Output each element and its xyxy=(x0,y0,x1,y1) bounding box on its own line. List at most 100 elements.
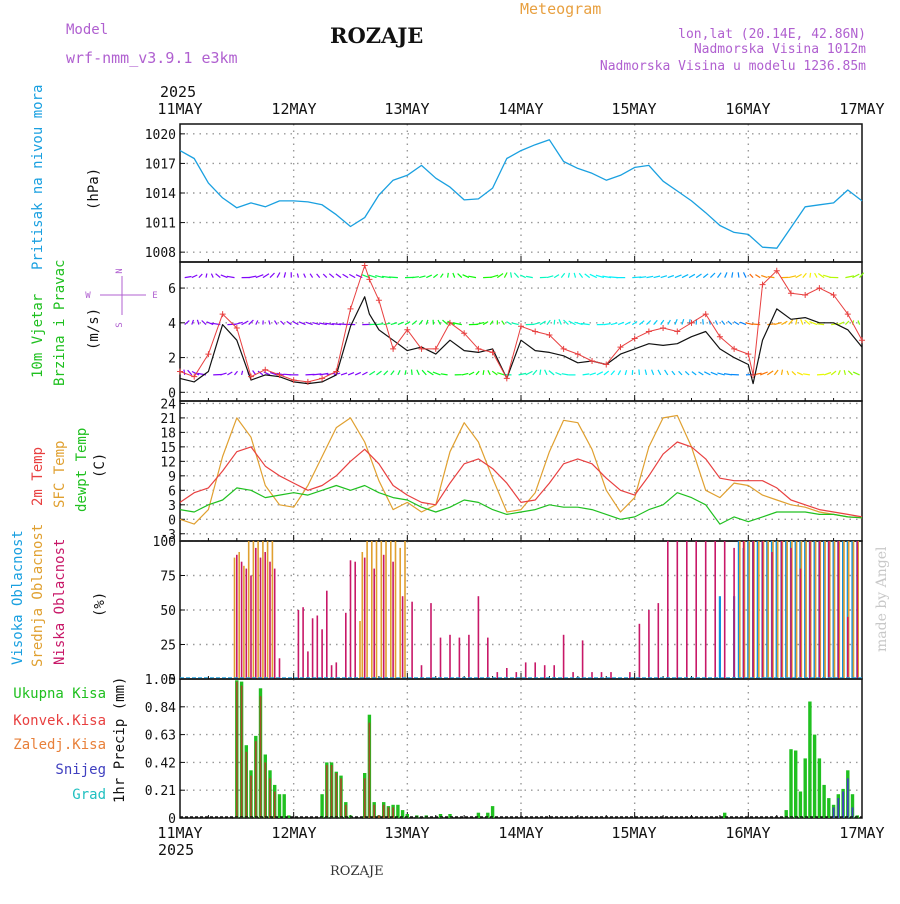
y-tick-label: 9 xyxy=(168,470,176,485)
bottom-date-labels: 11MAY 12MAY 13MAY 14MAY 15MAY 16MAY 17MA… xyxy=(157,824,884,842)
wind-arrow xyxy=(284,272,285,277)
wind-arrow xyxy=(412,321,417,325)
cloud-bar xyxy=(828,541,830,679)
wind-arrow xyxy=(597,372,603,375)
cloud-bar xyxy=(610,672,612,679)
precip-snow-bars xyxy=(833,778,854,818)
y-tick-label: 25 xyxy=(160,639,176,654)
wind-arrow xyxy=(468,276,476,277)
y-tick-label: 0.84 xyxy=(145,701,176,716)
chart-title: Meteogram xyxy=(520,0,601,18)
wind-arrow xyxy=(844,370,845,375)
y-tick-label: 1011 xyxy=(145,217,176,232)
wind-arrow xyxy=(227,276,235,277)
wind-arrow xyxy=(317,274,320,278)
precip-bar xyxy=(794,751,797,819)
cloud-bar xyxy=(824,541,826,679)
cloud-bar xyxy=(269,562,271,679)
wind-gust-marker xyxy=(433,346,439,352)
y-tick-label: 4 xyxy=(168,317,176,332)
precip-bar xyxy=(396,805,399,818)
wind-arrow xyxy=(668,276,674,278)
wind-arrow xyxy=(568,273,569,278)
top-date-label: 14MAY xyxy=(498,100,543,118)
wind-arrow xyxy=(277,273,280,278)
cloud-bar xyxy=(838,541,840,679)
cloud-bar xyxy=(815,541,817,679)
cloud-bar xyxy=(279,658,281,679)
cloud-bar xyxy=(714,541,716,679)
cloud-bar xyxy=(402,596,404,679)
wind-arrow xyxy=(264,372,270,375)
bottom-date-label: 15MAY xyxy=(611,824,656,842)
wind-arrow xyxy=(270,273,275,278)
wind-arrow xyxy=(574,273,575,278)
cloud-bar xyxy=(312,618,314,679)
y-tick-label: 18 xyxy=(160,426,176,441)
y-tick-label: 0 xyxy=(168,812,176,827)
cloud-bar xyxy=(376,541,378,679)
wind-arrow xyxy=(561,273,564,277)
wind-arrow xyxy=(858,321,860,325)
wind-arrow xyxy=(711,372,718,375)
wind-arrow xyxy=(787,371,789,375)
wind-arrow xyxy=(391,371,394,375)
wind-arrow xyxy=(717,373,724,375)
wind-arrow xyxy=(235,371,238,375)
y-tick-label: 0 xyxy=(168,513,176,528)
wind-gust-marker xyxy=(262,367,268,373)
wind-title-2: Brzina i Pravac xyxy=(52,260,68,386)
wind-arrow xyxy=(490,275,498,277)
wind-gust-marker xyxy=(348,306,354,312)
wind-arrow xyxy=(583,374,590,375)
cloud-bar xyxy=(677,541,679,679)
precip-bar xyxy=(345,805,347,818)
wind-arrow xyxy=(526,371,533,375)
wind-arrow xyxy=(545,370,547,375)
wind-arrow xyxy=(422,370,426,375)
wind-arrow xyxy=(755,275,760,278)
cloud-bar xyxy=(809,541,811,679)
wind-arrow xyxy=(782,370,783,375)
precip-bar xyxy=(278,794,281,818)
y-tick-label: 12 xyxy=(160,455,176,470)
y-tick-label: 0.21 xyxy=(145,784,176,799)
wind-arrow xyxy=(792,371,796,375)
wind-arrow xyxy=(661,276,667,278)
wind-arrow xyxy=(227,372,232,375)
wind-arrow xyxy=(710,273,715,278)
wind-arrow xyxy=(341,373,347,375)
model-label: Model xyxy=(66,22,108,38)
wind-arrow xyxy=(789,276,796,278)
cloud-bar xyxy=(743,541,745,679)
wind-arrow xyxy=(740,322,746,324)
precip-bar xyxy=(364,778,366,818)
wind-arrow xyxy=(263,274,269,278)
wind-arrow xyxy=(782,321,788,324)
wind-arrow xyxy=(732,272,733,277)
wind-arrow xyxy=(654,320,658,324)
wind-arrow xyxy=(647,276,654,277)
wind-arrow xyxy=(724,374,732,375)
cloud-bar xyxy=(847,617,849,679)
cloud-low-bars xyxy=(236,541,858,679)
cloud-bar xyxy=(257,541,259,679)
precip-bar xyxy=(369,723,371,818)
wind-arrow xyxy=(744,272,747,277)
wind-arrow-row xyxy=(185,272,864,277)
wind-gust-marker xyxy=(788,290,794,296)
temp-title-sfc: SFC Temp xyxy=(52,441,68,508)
cloud-bar xyxy=(373,569,375,679)
wind-arrow xyxy=(675,319,677,324)
cloud-title-mid: Srednja Oblacnost xyxy=(30,524,46,667)
cloud-bar xyxy=(796,541,798,679)
wind-arrow xyxy=(547,320,550,324)
wind-arrow xyxy=(448,273,449,278)
precip-bar xyxy=(245,752,247,818)
y-tick-label: 50 xyxy=(160,604,176,619)
precip-bar xyxy=(274,792,276,819)
wind-arrow xyxy=(647,321,651,325)
wind-arrow xyxy=(269,320,270,324)
cloud-bar xyxy=(695,541,697,679)
